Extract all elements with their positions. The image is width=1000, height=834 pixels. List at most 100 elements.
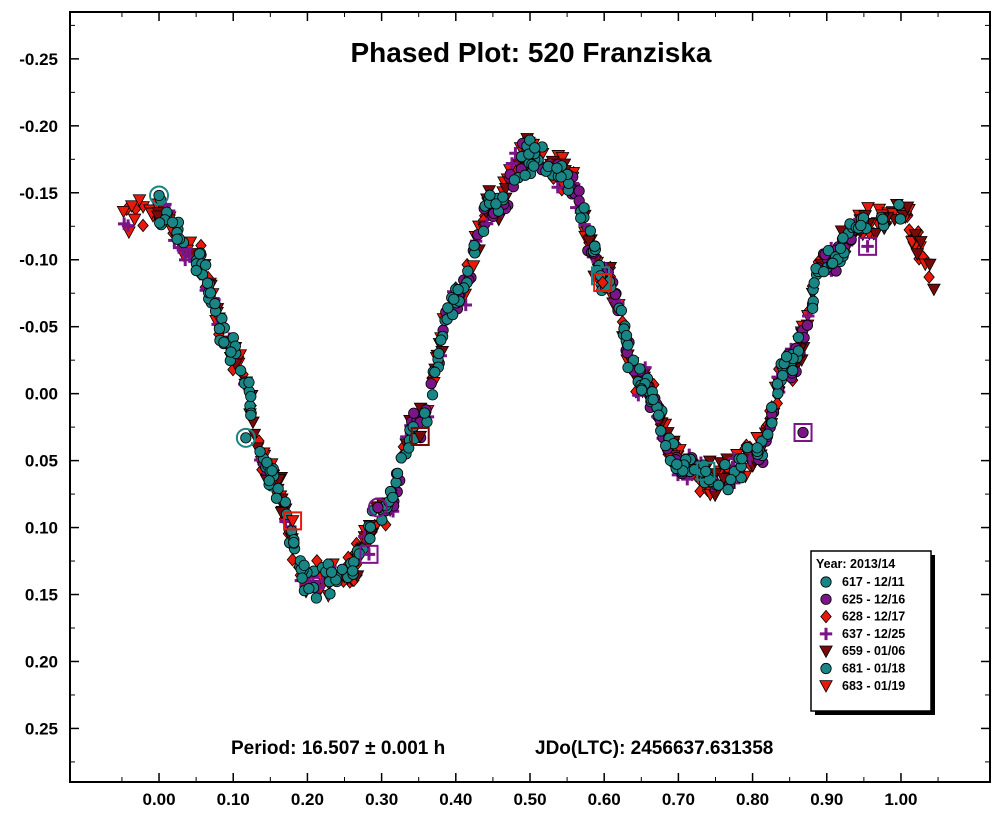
data-point [555, 152, 570, 165]
legend-label: 681 - 01/18 [842, 662, 905, 676]
data-point [808, 277, 820, 289]
data-point [154, 217, 166, 229]
data-point [395, 452, 407, 464]
data-point [620, 329, 633, 342]
data-point [193, 248, 206, 260]
data-point [303, 583, 315, 595]
data-point [653, 409, 665, 421]
data-point [364, 521, 377, 533]
data-point [910, 248, 925, 261]
data-point [762, 428, 774, 440]
data-point [390, 476, 402, 489]
data-point [622, 361, 634, 374]
data-point [777, 369, 789, 382]
x-tick-label: 0.90 [810, 790, 843, 809]
legend-marker [819, 627, 833, 641]
data-point [622, 339, 634, 351]
start-point [413, 430, 428, 444]
data-point [868, 228, 883, 241]
start-point [362, 548, 376, 561]
data-point [442, 302, 454, 314]
data-point [179, 253, 192, 267]
data-point [132, 194, 147, 208]
x-tick-label: 0.00 [142, 790, 175, 809]
data-point [615, 304, 628, 317]
data-point [877, 213, 889, 225]
data-point [364, 532, 376, 545]
data-point [647, 393, 659, 406]
legend-label: 617 - 12/11 [842, 575, 905, 589]
data-point [298, 559, 310, 571]
legend-marker [820, 609, 832, 624]
legend-marker [819, 645, 833, 659]
start-point [153, 189, 165, 202]
start-square-marker [696, 461, 716, 481]
x-tick-label: 0.60 [588, 790, 621, 809]
start-ring-marker [149, 185, 170, 206]
legend-marker [819, 680, 833, 693]
x-tick-label: 0.70 [662, 790, 695, 809]
data-point [528, 160, 540, 172]
data-point [171, 233, 183, 245]
start-square-marker [793, 422, 813, 442]
data-point [722, 484, 734, 496]
period-label: Period: 16.507 ± 0.001 h [231, 738, 445, 759]
data-point [190, 264, 202, 277]
data-point [325, 566, 338, 578]
data-point [508, 174, 520, 186]
y-tick-label: -0.15 [19, 184, 58, 203]
data-point [270, 492, 283, 504]
data-point [792, 331, 805, 343]
data-point [922, 258, 937, 272]
x-tick-label: 0.20 [291, 790, 324, 809]
data-point [771, 378, 784, 390]
start-square-marker [858, 236, 878, 256]
x-tick-label: 0.80 [736, 790, 769, 809]
data-point [296, 572, 308, 584]
data-point [660, 440, 672, 452]
data-point [751, 442, 763, 454]
x-tick-label: 0.30 [365, 790, 398, 809]
legend-marker [820, 593, 832, 605]
data-point [837, 232, 849, 244]
legend-title: Year: 2013/14 [816, 557, 895, 571]
legend-box [810, 550, 932, 712]
data-point [551, 181, 564, 194]
data-point [288, 536, 300, 549]
data-point [772, 387, 784, 399]
data-point [589, 240, 601, 252]
series-681-01-18 [154, 134, 907, 597]
data-point [425, 378, 437, 390]
data-point [736, 453, 748, 465]
x-tick-label: 0.50 [513, 790, 546, 809]
y-tick-label: 0.00 [25, 385, 58, 404]
legend-label: 625 - 12/16 [842, 592, 905, 606]
data-point [391, 467, 404, 479]
data-point [201, 277, 214, 289]
data-point [894, 213, 907, 225]
data-point [435, 334, 447, 346]
start-point [285, 515, 300, 528]
y-tick-label: 0.15 [25, 586, 58, 605]
data-point [433, 347, 445, 360]
start-point [797, 426, 809, 439]
start-point [240, 432, 252, 444]
start-point [596, 275, 609, 290]
data-point [671, 458, 683, 470]
legend-label: 659 - 01/06 [842, 644, 905, 658]
y-tick-label: 0.05 [25, 452, 58, 471]
start-ring-marker [235, 427, 256, 448]
data-point [923, 270, 935, 284]
data-point [636, 384, 648, 396]
data-point [780, 351, 793, 363]
axes: 0.00 0.10 0.20 0.30 0.40 0.50 0.60 0.70 0.80 0.90… [19, 12, 990, 809]
data-point [263, 475, 275, 487]
chart-title: Phased Plot: 520 Franziska [350, 37, 711, 68]
data-point [245, 390, 257, 403]
data-point [209, 298, 221, 310]
data-point [719, 459, 731, 471]
legend-marker [820, 662, 832, 675]
data-point [801, 319, 814, 331]
start-square-marker [410, 427, 430, 447]
y-tick-label: 0.10 [25, 519, 58, 538]
